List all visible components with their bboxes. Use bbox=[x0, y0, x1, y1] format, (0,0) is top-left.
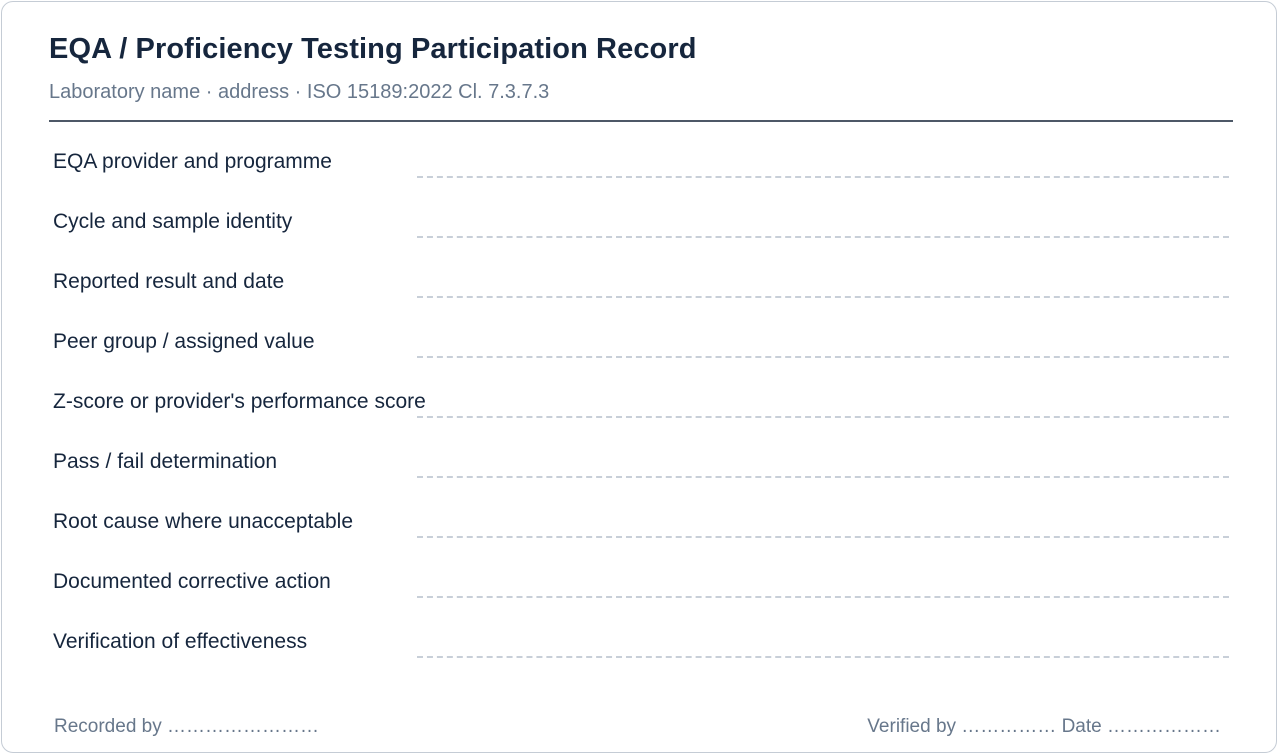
form-title: EQA / Proficiency Testing Participation … bbox=[49, 33, 697, 65]
field-row: Peer group / assigned value bbox=[49, 312, 1233, 372]
field-entry-line[interactable] bbox=[417, 656, 1229, 658]
field-row: EQA provider and programme bbox=[49, 132, 1233, 192]
field-row: Documented corrective action bbox=[49, 552, 1233, 612]
field-entry-line[interactable] bbox=[417, 356, 1229, 358]
field-entry-line[interactable] bbox=[417, 176, 1229, 178]
field-label: Verification of effectiveness bbox=[53, 630, 308, 653]
field-label: Documented corrective action bbox=[53, 570, 331, 593]
field-entry-line[interactable] bbox=[417, 416, 1229, 418]
field-label: Reported result and date bbox=[53, 270, 285, 293]
field-label: EQA provider and programme bbox=[53, 150, 332, 173]
field-entry-line[interactable] bbox=[417, 296, 1229, 298]
recorded-by-line: Recorded by …………………… bbox=[54, 716, 320, 737]
field-row: Root cause where unacceptable bbox=[49, 492, 1233, 552]
field-list: EQA provider and programme Cycle and samp… bbox=[49, 132, 1233, 672]
field-entry-line[interactable] bbox=[417, 476, 1229, 478]
field-row: Pass / fail determination bbox=[49, 432, 1233, 492]
field-row: Reported result and date bbox=[49, 252, 1233, 312]
field-row: Cycle and sample identity bbox=[49, 192, 1233, 252]
field-label: Root cause where unacceptable bbox=[53, 510, 354, 533]
field-entry-line[interactable] bbox=[417, 596, 1229, 598]
field-label: Cycle and sample identity bbox=[53, 210, 293, 233]
field-row: Z-score or provider's performance score bbox=[49, 372, 1233, 432]
field-label: Z-score or provider's performance score bbox=[53, 390, 426, 413]
field-entry-line[interactable] bbox=[417, 536, 1229, 538]
header-divider bbox=[49, 120, 1233, 122]
field-label: Peer group / assigned value bbox=[53, 330, 315, 353]
field-row: Verification of effectiveness bbox=[49, 612, 1233, 672]
form-subtitle: Laboratory name · address · ISO 15189:20… bbox=[49, 81, 550, 103]
verified-by-line: Verified by …………… Date ……………… bbox=[867, 716, 1221, 737]
field-entry-line[interactable] bbox=[417, 236, 1229, 238]
field-label: Pass / fail determination bbox=[53, 450, 278, 473]
